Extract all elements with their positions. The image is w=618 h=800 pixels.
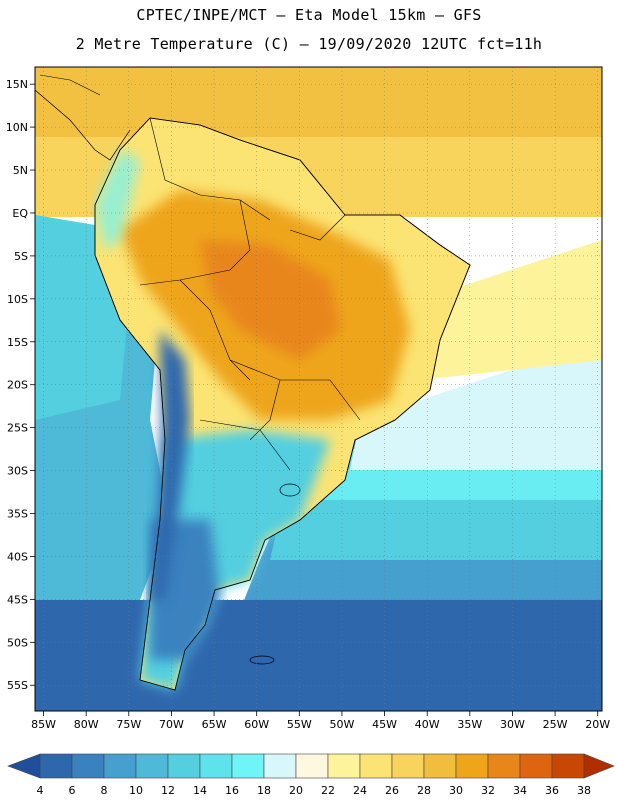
colorbar-level-label: 12 — [161, 784, 175, 797]
map-fields — [35, 67, 602, 711]
colorbar-level-label: 34 — [513, 784, 527, 797]
x-tick-label: 50W — [330, 718, 355, 731]
colorbar-box — [135, 753, 169, 779]
chart-title-line2: 2 Metre Temperature (C) – 19/09/2020 12U… — [75, 35, 543, 53]
x-tick-label: 30W — [500, 718, 525, 731]
colorbar-box — [327, 753, 361, 779]
country-borders — [139, 117, 361, 471]
y-tick-label: 45S — [7, 593, 28, 606]
colorbar-box — [71, 753, 105, 779]
colorbar-box — [519, 753, 553, 779]
colorbar-box — [103, 753, 137, 779]
colorbar-box — [423, 753, 457, 779]
plot-frame — [34, 66, 603, 712]
y-tick-label: 30S — [7, 465, 28, 478]
y-axis-ticks: 15N 10N 5N EQ 5S 10S 15S 20S 25S 30S 35S 40S 45S 50S 5… — [6, 78, 35, 692]
caribbean-coast — [39, 74, 101, 96]
colorbar-level-label: 6 — [69, 784, 76, 797]
colorbar-box — [455, 753, 489, 779]
colorbar-labels: 4 6 8 10 12 14 16 18 20 22 24 26 28 30 32 34 36 38 — [37, 784, 592, 797]
colorbar-box — [487, 753, 521, 779]
colorbar-box — [167, 753, 201, 779]
colorbar-level-label: 22 — [321, 784, 335, 797]
y-tick-label: 10N — [6, 121, 28, 134]
colorbar-level-label: 18 — [257, 784, 271, 797]
colorbar-box — [231, 753, 265, 779]
x-tick-label: 35W — [457, 718, 482, 731]
colorbar-level-label: 14 — [193, 784, 207, 797]
central-america-coast — [35, 89, 131, 161]
colorbar-level-label: 28 — [417, 784, 431, 797]
colorbar-level-label: 30 — [449, 784, 463, 797]
x-tick-label: 70W — [159, 718, 184, 731]
colorbar-level-label: 36 — [545, 784, 559, 797]
atlantic-yellow-band — [420, 240, 602, 380]
y-tick-label: EQ — [12, 207, 28, 220]
y-tick-label: 55S — [7, 679, 28, 692]
y-tick-label: 15N — [6, 78, 28, 91]
hot-core — [200, 240, 340, 360]
andes-cold-strip — [150, 330, 190, 600]
colorbar-box — [39, 753, 73, 779]
southern-ocean-band — [35, 600, 602, 711]
coastline — [94, 117, 471, 691]
y-tick-label: 15S — [7, 336, 28, 349]
colorbar-boxes — [7, 753, 615, 779]
colorbar-level-label: 38 — [577, 784, 591, 797]
colorbar-level-label: 20 — [289, 784, 303, 797]
y-tick-label: 5S — [14, 250, 28, 263]
colorbar-level-label: 8 — [101, 784, 108, 797]
x-tick-label: 75W — [116, 718, 141, 731]
y-tick-label: 5N — [13, 164, 28, 177]
x-tick-label: 65W — [202, 718, 227, 731]
uruguay-outline — [279, 483, 301, 497]
colorbar-level-label: 10 — [129, 784, 143, 797]
colorbar-level-label: 4 — [37, 784, 44, 797]
falkland-islands — [249, 655, 275, 665]
x-tick-label: 20W — [585, 718, 610, 731]
x-tick-label: 25W — [543, 718, 568, 731]
caribbean-band — [35, 67, 602, 137]
y-tick-label: 40S — [7, 550, 28, 563]
x-tick-label: 85W — [31, 718, 56, 731]
colorbar-box — [295, 753, 329, 779]
colorbar-box — [359, 753, 393, 779]
y-tick-label: 10S — [7, 293, 28, 306]
y-tick-label: 35S — [7, 508, 28, 521]
colorbar-box — [551, 753, 585, 779]
colorbar-box — [199, 753, 233, 779]
colorbar-arrow-high — [583, 753, 615, 779]
colorbar-box — [391, 753, 425, 779]
graticule — [35, 67, 602, 711]
x-axis-ticks: 85W 80W 75W 70W 65W 60W 55W 50W 45W 40W 35W 30W 25W 2… — [31, 711, 610, 731]
colorbar-arrow-low — [7, 753, 41, 779]
colorbar-box — [263, 753, 297, 779]
y-tick-label: 25S — [7, 422, 28, 435]
x-tick-label: 55W — [287, 718, 312, 731]
colorbar-level-label: 16 — [225, 784, 239, 797]
x-tick-label: 60W — [244, 718, 269, 731]
chart-title-line1: CPTEC/INPE/MCT – Eta Model 15km – GFS — [136, 6, 482, 24]
x-tick-label: 80W — [74, 718, 99, 731]
atlantic-pale-band — [350, 340, 602, 470]
colorbar-level-label: 24 — [353, 784, 367, 797]
colorbar-level-label: 26 — [385, 784, 399, 797]
x-tick-label: 40W — [415, 718, 440, 731]
x-tick-label: 45W — [372, 718, 397, 731]
colorbar-level-label: 32 — [481, 784, 495, 797]
y-tick-label: 50S — [7, 636, 28, 649]
y-tick-label: 20S — [7, 379, 28, 392]
